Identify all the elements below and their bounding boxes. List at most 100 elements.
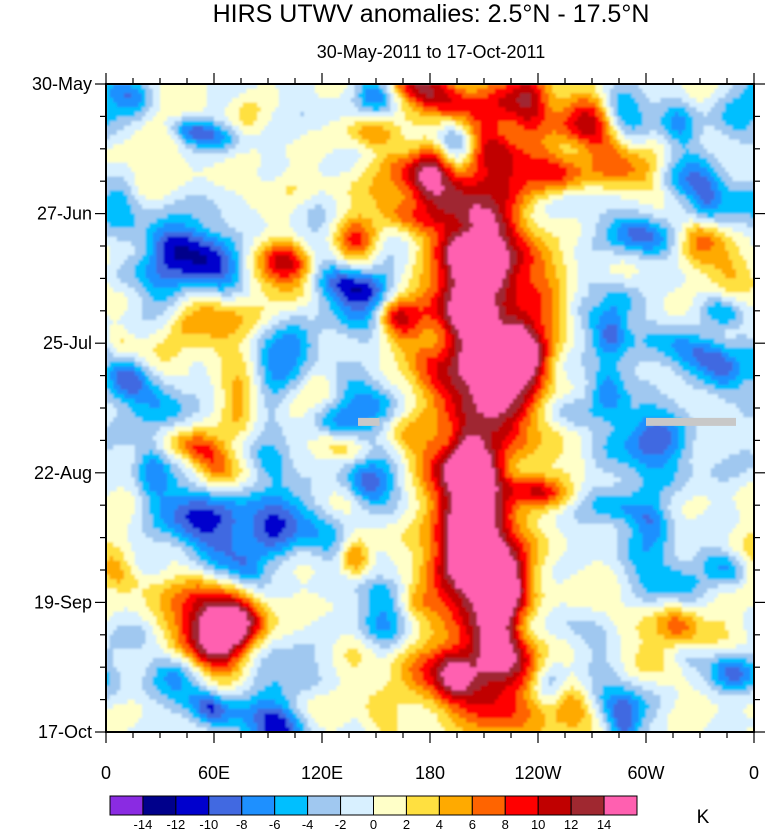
heatmap-cell	[260, 287, 280, 293]
heatmap-cell	[106, 144, 114, 150]
heatmap-cell	[271, 324, 287, 330]
heatmap-cell	[628, 310, 647, 317]
heatmap-cell	[260, 611, 269, 617]
heatmap-cell	[152, 537, 179, 543]
heatmap-cell	[638, 208, 687, 215]
heatmap-cell	[430, 542, 438, 548]
heatmap-cell	[444, 602, 456, 608]
heatmap-cell	[156, 352, 179, 358]
heatmap-cell	[437, 421, 453, 428]
heatmap-cell	[692, 347, 705, 354]
heatmap-cell	[106, 477, 136, 483]
heatmap-cell	[656, 625, 669, 631]
heatmap-cell	[239, 324, 255, 330]
heatmap-cell	[322, 546, 330, 553]
heatmap-cell	[527, 611, 532, 617]
heatmap-cell	[257, 412, 269, 418]
heatmap-cell	[167, 449, 175, 455]
heatmap-cell	[512, 167, 568, 173]
heatmap-cell	[239, 278, 244, 284]
heatmap-cell	[379, 162, 391, 168]
heatmap-cell	[106, 195, 129, 201]
heatmap-cell	[667, 537, 676, 543]
heatmap-cell	[552, 232, 582, 238]
heatmap-cell	[404, 134, 424, 141]
heatmap-cell	[257, 208, 294, 215]
heatmap-cell	[116, 320, 168, 326]
heatmap-cell	[559, 421, 575, 428]
heatmap-cell	[257, 384, 262, 391]
heatmap-cell	[530, 199, 539, 205]
heatmap-cell	[228, 255, 233, 261]
heatmap-cell	[253, 421, 265, 428]
heatmap-cell	[667, 523, 676, 529]
heatmap-cell	[422, 514, 431, 520]
heatmap-cell	[451, 454, 492, 460]
heatmap-cell	[527, 588, 532, 594]
heatmap-cell	[635, 519, 647, 525]
heatmap-cell	[232, 445, 244, 451]
heatmap-cell	[404, 352, 417, 358]
heatmap-cell	[545, 84, 553, 90]
heatmap-cell	[314, 278, 319, 284]
heatmap-cell	[545, 625, 571, 631]
heatmap-cell	[732, 546, 744, 553]
heatmap-cell	[534, 588, 543, 594]
heatmap-cell	[250, 347, 258, 354]
heatmap-cell	[678, 176, 687, 182]
heatmap-cell	[314, 259, 323, 266]
heatmap-cell	[444, 486, 449, 492]
heatmap-cell	[602, 468, 636, 474]
heatmap-cell	[394, 597, 399, 603]
heatmap-cell	[448, 278, 456, 284]
heatmap-cell	[350, 500, 359, 506]
heatmap-cell	[415, 102, 424, 108]
heatmap-cell	[397, 565, 413, 571]
heatmap-cell	[559, 236, 579, 242]
heatmap-cell	[286, 375, 298, 381]
heatmap-cell	[408, 167, 417, 173]
heatmap-cell	[296, 574, 312, 580]
heatmap-cell	[390, 130, 402, 136]
heatmap-cell	[566, 370, 586, 377]
heatmap-cell	[552, 130, 557, 136]
heatmap-cell	[631, 583, 643, 590]
heatmap-cell	[509, 403, 521, 409]
heatmap-cell	[577, 148, 589, 155]
heatmap-cell	[592, 560, 604, 566]
heatmap-cell	[368, 593, 391, 599]
heatmap-cell	[404, 88, 413, 94]
heatmap-cell	[311, 343, 319, 349]
heatmap-cell	[192, 435, 204, 441]
heatmap-cell	[653, 505, 661, 511]
heatmap-cell	[242, 440, 255, 446]
heatmap-cell	[610, 431, 633, 437]
heatmap-cell	[545, 394, 553, 400]
heatmap-cell	[455, 338, 463, 344]
heatmap-cell	[430, 389, 438, 395]
heatmap-cell	[577, 134, 604, 141]
heatmap-cell	[390, 347, 402, 354]
heatmap-cell	[602, 125, 607, 131]
heatmap-cell	[106, 278, 121, 284]
heatmap-cell	[134, 495, 143, 502]
heatmap-cell	[386, 97, 391, 104]
heatmap-cell	[214, 181, 352, 187]
heatmap-cell	[667, 528, 676, 534]
heatmap-cell	[106, 246, 111, 252]
heatmap-cell	[311, 482, 341, 488]
heatmap-cell	[678, 556, 694, 562]
heatmap-cell	[433, 329, 445, 335]
heatmap-cell	[642, 542, 654, 548]
heatmap-cell	[721, 190, 754, 196]
heatmap-cell	[664, 551, 676, 557]
heatmap-cell	[199, 583, 222, 590]
heatmap-cell	[332, 296, 341, 303]
heatmap-cell	[512, 208, 521, 215]
heatmap-cell	[448, 347, 456, 354]
heatmap-cell	[113, 352, 139, 358]
heatmap-cell	[707, 574, 737, 580]
heatmap-cell	[538, 375, 543, 381]
heatmap-cell	[257, 398, 265, 404]
heatmap-cell	[278, 620, 312, 627]
